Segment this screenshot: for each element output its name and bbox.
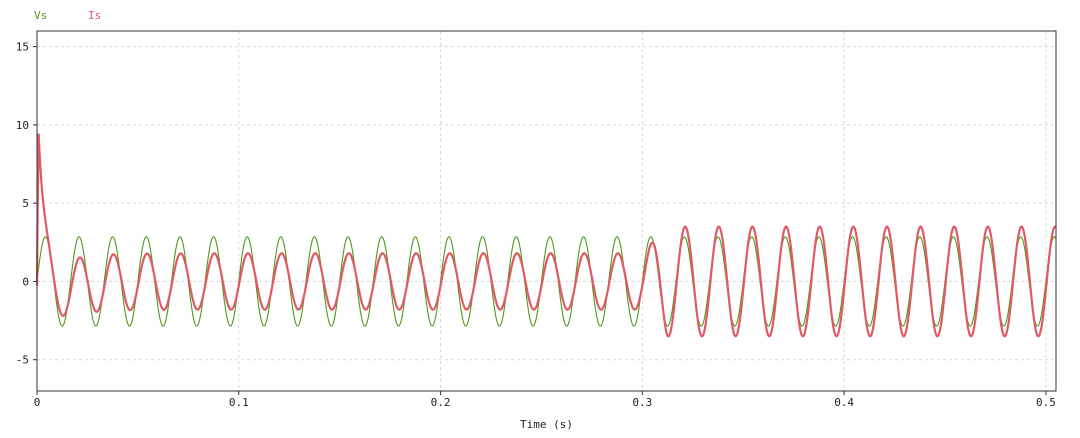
x-tick-label: 0.2 [431, 396, 451, 409]
x-tick-label: 0.1 [229, 396, 249, 409]
plot-frame [36, 30, 1057, 392]
x-tick-label: 0.4 [834, 396, 854, 409]
series-line-vs [36, 236, 1057, 327]
x-axis: 0 0.1 0.2 0.3 0.4 0.5 [34, 391, 1056, 409]
legend-vs: Vs [34, 9, 48, 22]
legend-is: Is [88, 9, 102, 22]
y-tick-label: -5 [16, 354, 29, 367]
y-tick-label: 10 [16, 119, 29, 132]
y-tick-label: 5 [22, 197, 29, 210]
y-axis: -5 0 5 10 15 [16, 41, 37, 367]
y-tick-label: 0 [22, 275, 29, 288]
y-tick-label: 15 [16, 41, 29, 54]
x-tick-label: 0.5 [1036, 396, 1056, 409]
x-tick-label: 0 [34, 396, 41, 409]
x-axis-label: Time (s) [520, 418, 573, 431]
x-tick-label: 0.3 [632, 396, 652, 409]
series-line-is [35, 133, 1057, 338]
series-layer [35, 133, 1057, 338]
